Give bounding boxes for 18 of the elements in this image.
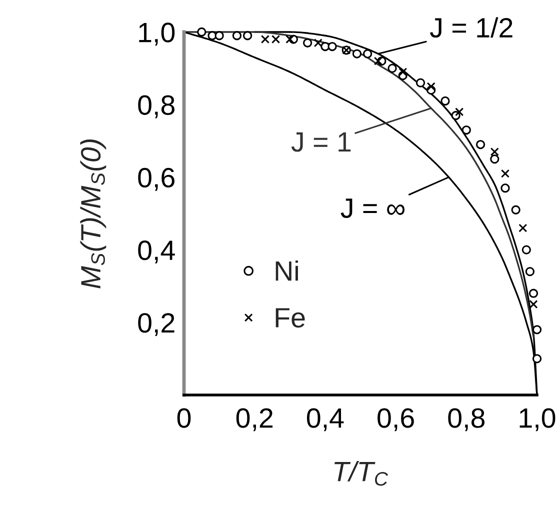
y-tick-label: 0,4 (138, 240, 175, 264)
text: J = 1 (291, 132, 351, 152)
y-tick-label: 1,0 (139, 22, 175, 46)
y-tick-label: 0,2 (138, 313, 174, 336)
series-label: J = ∞ (340, 198, 405, 218)
x-tick-label: 0,6 (378, 408, 414, 432)
y-tick-label: 0,8 (138, 95, 174, 118)
y-axis-title: M$_{S}$(T)/M$_{S}$(0) (80, 140, 106, 288)
x-tick-label: 0,2 (236, 408, 273, 432)
series-label: J = 1/2 (430, 17, 512, 38)
x-tick-label: 0 (177, 408, 191, 428)
x-tick-label: 0,8 (448, 408, 484, 432)
x-axis-title: T/T$_{C}$ (334, 461, 388, 486)
y-tick-label: 0,6 (138, 168, 174, 191)
x-tick-label: 0,4 (306, 408, 344, 432)
legend-label: Ni (276, 260, 298, 281)
x-tick-label: 1,0 (520, 408, 556, 432)
legend-label: Fe (276, 308, 305, 328)
